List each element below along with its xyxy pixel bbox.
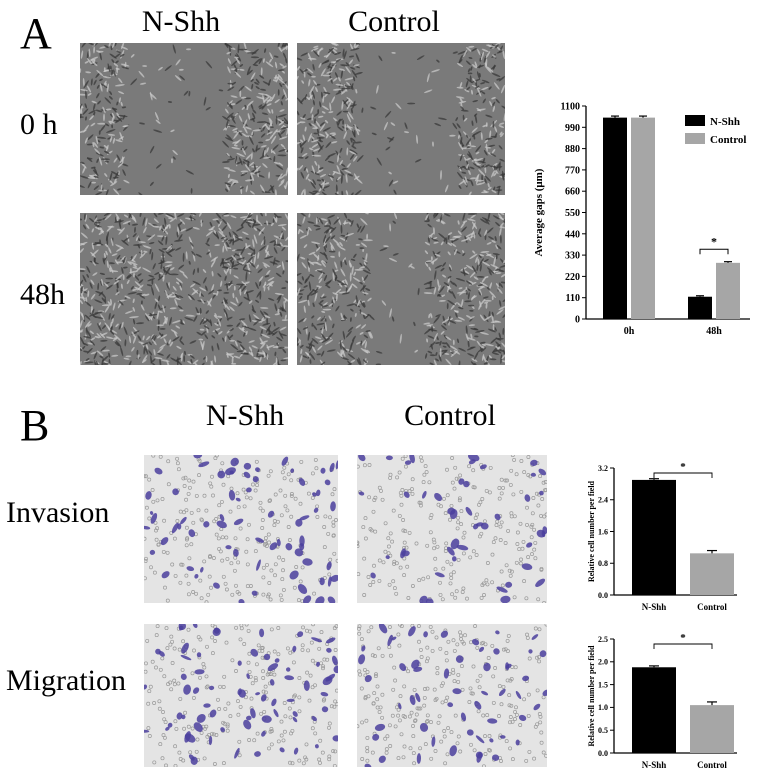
invasion-chart-y-tick-label: 3.2 [598, 464, 608, 473]
legend-label-control: Control [710, 134, 746, 146]
migration-chart-y-axis-label: Relative cell number per field [587, 645, 596, 747]
gap-chart-y-tick-label: 110 [566, 293, 580, 304]
legend-swatch-n-shh [685, 115, 705, 126]
scratch-image-control-0h [297, 43, 505, 195]
gap-chart-y-tick-label: 1100 [561, 102, 580, 113]
scratch-image-nshh-48h [80, 213, 288, 365]
migration-chart-bar-control [690, 705, 734, 753]
gap-chart-y-tick-label: 550 [565, 208, 580, 219]
legend-swatch-control [685, 133, 705, 144]
panel-b-row-migration: Migration [6, 664, 126, 697]
gap-bar-chart: Average gaps (μm) 0 110 220 330 440 550 660 770 8… [520, 95, 766, 355]
invasion-chart-y-tick-label: 1.6 [598, 527, 608, 536]
invasion-chart-significance-bracket [653, 472, 713, 478]
migration-chart-y-tick-label: 2.5 [598, 635, 608, 644]
scratch-image-control-48h [297, 213, 505, 365]
migration-chart-bar-n-shh [632, 667, 676, 753]
panel-b-column-nshh: N-Shh [205, 399, 285, 432]
gap-chart-y-tick-label: 990 [565, 123, 580, 134]
migration-chart-y-tick-label: 1.0 [598, 703, 608, 712]
bar-n-shh-48h [688, 296, 712, 319]
bar-control-48h [716, 262, 740, 319]
gap-chart-y-axis-label: Average gaps (μm) [533, 168, 545, 256]
gap-chart-x-tick-label: 0h [624, 326, 635, 337]
legend-label-n-shh: N-Shh [710, 116, 740, 128]
migration-chart-x-tick-label: Control [697, 760, 727, 770]
invasion-chart-significance-star: * [680, 461, 686, 473]
invasion-image-nshh [144, 455, 338, 603]
bar-control-0h [631, 117, 655, 319]
invasion-chart-x-tick-label: N-Shh [642, 602, 667, 612]
gap-chart-y-tick-label: 880 [565, 144, 580, 155]
invasion-chart-bar-control [690, 553, 734, 595]
migration-chart-y-tick-label: 0.0 [598, 749, 608, 758]
significance-bracket [699, 248, 729, 255]
invasion-chart-y-tick-label: 0.8 [598, 559, 608, 568]
panel-b-row-invasion: Invasion [6, 496, 110, 529]
gap-chart-y-tick-label: 440 [565, 229, 580, 240]
panel-b-column-control: Control [404, 399, 496, 432]
scratch-image-nshh-0h [80, 43, 288, 195]
panel-a-column-nshh: N-Shh [141, 5, 221, 38]
significance-star: * [711, 234, 717, 248]
gap-chart-y-tick-label: 770 [565, 165, 580, 176]
panel-b-letter: B [20, 401, 50, 450]
panel-a-row-0h: 0 h [20, 108, 58, 141]
bar-n-shh-0h [603, 117, 627, 319]
migration-chart-y-tick-label: 1.5 [598, 680, 608, 689]
migration-image-nshh [144, 624, 338, 767]
invasion-image-control [357, 455, 547, 603]
invasion-chart-bar-n-shh [632, 479, 676, 595]
panel-a-row-48h: 48h [20, 278, 65, 311]
migration-chart-significance-star: * [680, 632, 686, 644]
migration-bar-chart: Relative cell number per field 0.0 0.5 1.0 1… [572, 625, 752, 775]
gap-chart-y-tick-label: 220 [565, 272, 580, 283]
invasion-bar-chart: Relative cell number per field 0.0 0.8 1.6 2… [572, 455, 752, 625]
invasion-chart-x-tick-label: Control [697, 602, 727, 612]
invasion-chart-y-tick-label: 0.0 [598, 591, 608, 600]
panel-a-letter: A [20, 9, 52, 58]
migration-chart-significance-bracket [653, 643, 713, 649]
migration-chart-y-tick-label: 0.5 [598, 726, 608, 735]
gap-chart-y-tick-label: 0 [575, 315, 580, 326]
panel-a-column-control: Control [348, 5, 440, 38]
migration-image-control [357, 624, 547, 767]
migration-chart-y-tick-label: 2.0 [598, 658, 608, 667]
gap-chart-y-tick-label: 330 [565, 251, 580, 262]
invasion-chart-y-tick-label: 2.4 [598, 496, 608, 505]
gap-chart-x-tick-label: 48h [706, 326, 722, 337]
migration-chart-x-tick-label: N-Shh [642, 760, 667, 770]
gap-chart-y-tick-label: 660 [565, 187, 580, 198]
invasion-chart-y-axis-label: Relative cell number per field [587, 480, 596, 582]
